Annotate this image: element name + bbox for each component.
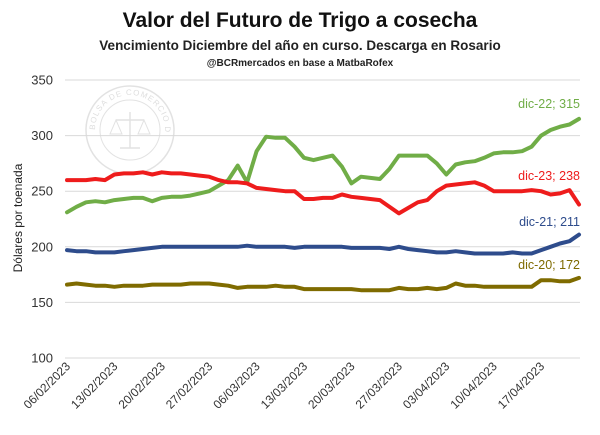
series-line-dic-20 [65,275,581,293]
series-line-dic-21 [65,232,581,256]
y-axis-ticks: 100 150 200 250 300 350 [31,73,53,366]
chart-title: Valor del Futuro de Trigo a cosecha [123,9,478,32]
y-tick-label: 150 [31,295,53,310]
chart-source: @BCRmercados en base a MatbaRofex [207,58,394,69]
chart-subtitle: Vencimiento Diciembre del año en curso. … [99,38,500,53]
y-tick-label: 300 [31,128,53,143]
y-tick-label: 350 [31,73,53,88]
series-end-labels: dic-22; 315 dic-23; 238 dic-21; 211 dic-20;… [518,97,580,272]
series-end-label-dic-23: dic-23; 238 [518,169,580,183]
series-line-dic-23 [65,170,581,216]
y-tick-label: 100 [31,351,53,366]
series-end-label-dic-22: dic-22; 315 [518,97,580,111]
y-tick-label: 250 [31,184,53,199]
series-line-dic-22 [65,116,581,215]
series-lines [65,116,581,293]
series-end-label-dic-21: dic-21; 211 [519,215,580,229]
y-axis-label: Dólares por toenada [11,163,25,272]
series-end-label-dic-20: dic-20; 172 [518,258,580,272]
y-tick-label: 200 [31,239,53,254]
